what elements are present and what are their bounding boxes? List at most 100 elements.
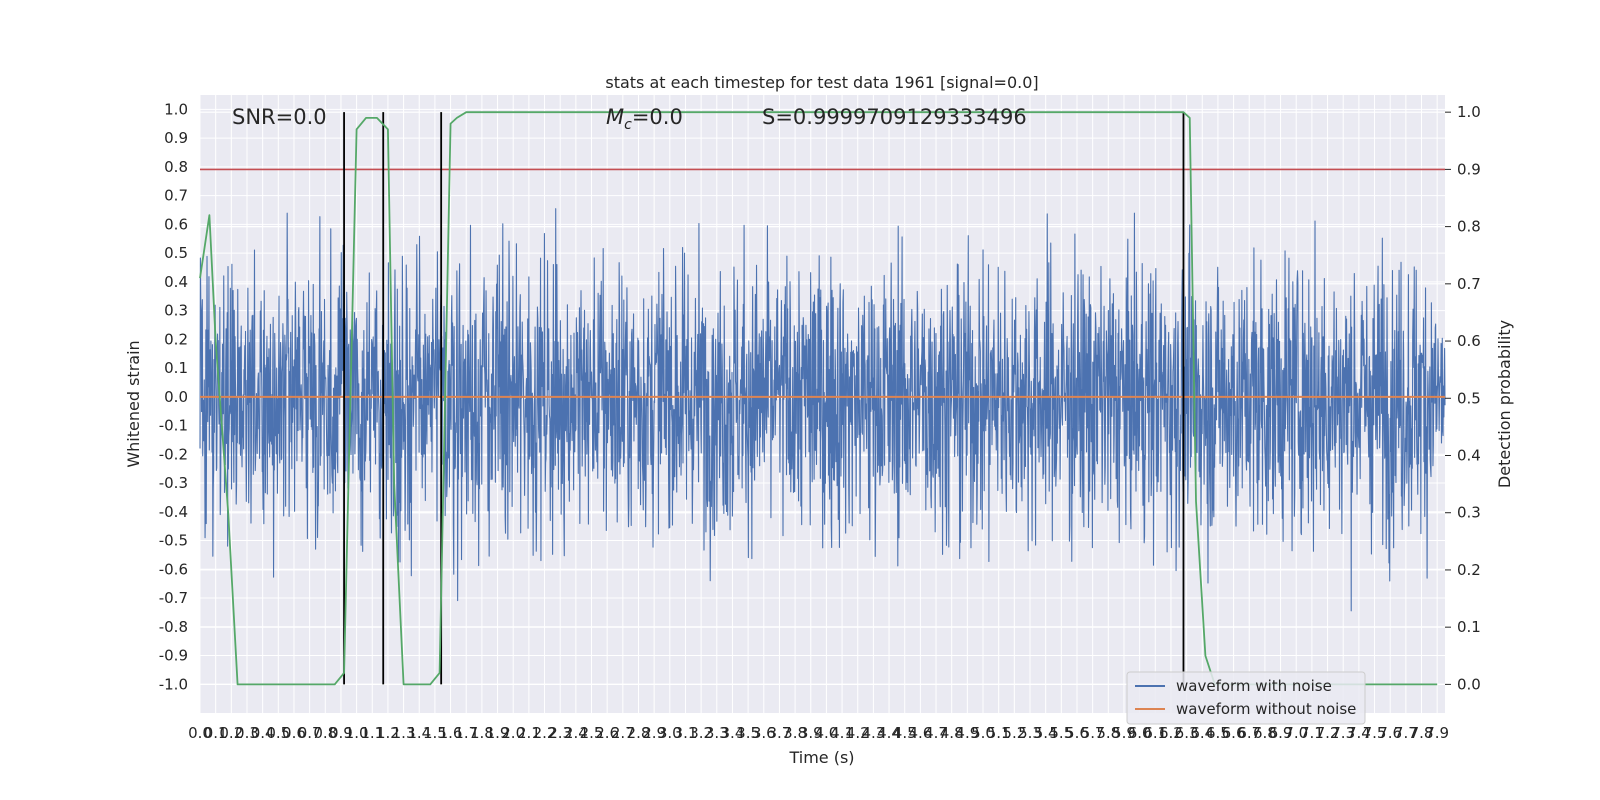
right-y-tick-label: 0.3: [1457, 504, 1481, 522]
x-tick-label: 7.0: [1284, 724, 1308, 742]
x-tick-label: 3.5: [736, 724, 760, 742]
right-y-tick-label: 1.0: [1457, 103, 1481, 121]
left-y-tick-label: -0.8: [159, 618, 188, 636]
x-tick-label: 5.3: [1018, 724, 1042, 742]
left-y-tick-label: 0.9: [164, 129, 188, 147]
x-tick-label: 2.4: [564, 724, 588, 742]
x-tick-label: 0.6: [282, 724, 306, 742]
x-tick-label: 1.1: [360, 724, 384, 742]
x-tick-label: 0.8: [313, 724, 337, 742]
x-tick-label: 0.5: [266, 724, 290, 742]
x-axis-ticks: 0.00.10.20.30.40.50.60.70.80.91.01.11.21…: [188, 724, 1449, 742]
x-tick-label: 3.7: [768, 724, 792, 742]
x-tick-label: 7.5: [1363, 724, 1387, 742]
left-axis-ticks: 1.0 0.9 0.8 0.7 0.6 0.5 0.4 0.3 0.2 0.1 0.0 -0.1 -0.…: [159, 100, 188, 693]
x-tick-label: 6.2: [1159, 724, 1183, 742]
x-tick-label: 7.1: [1300, 724, 1324, 742]
x-tick-label: 7.2: [1316, 724, 1340, 742]
x-tick-label: 2.9: [642, 724, 666, 742]
x-tick-label: 1.8: [470, 724, 494, 742]
x-axis-label: Time (s): [788, 748, 854, 767]
x-tick-label: 7.9: [1425, 724, 1449, 742]
x-tick-label: 5.4: [1034, 724, 1058, 742]
left-y-tick-label: -0.3: [159, 474, 188, 492]
x-tick-label: 7.3: [1331, 724, 1355, 742]
right-axis-ticks: 1.0 0.9 0.8 0.7 0.6 0.5 0.4 0.3 0.2 0.1 0.0: [1445, 103, 1481, 693]
x-tick-label: 1.3: [392, 724, 416, 742]
x-tick-label: 7.6: [1378, 724, 1402, 742]
legend-label-without-noise: waveform without noise: [1176, 700, 1356, 718]
x-tick-label: 4.7: [924, 724, 948, 742]
left-y-tick-label: 0.5: [164, 244, 188, 262]
x-tick-label: 4.1: [830, 724, 854, 742]
left-axis-label: Whitened strain: [124, 340, 143, 467]
x-tick-label: 3.2: [689, 724, 713, 742]
x-tick-label: 5.5: [1049, 724, 1073, 742]
x-tick-label: 6.1: [1143, 724, 1167, 742]
x-tick-label: 4.3: [861, 724, 885, 742]
left-y-tick-label: -0.2: [159, 445, 188, 463]
left-y-tick-label: 0.4: [164, 273, 188, 291]
x-tick-label: 0.3: [235, 724, 259, 742]
x-tick-label: 6.8: [1253, 724, 1277, 742]
noise-trace: [199, 208, 1446, 612]
x-tick-label: 0.0: [188, 724, 212, 742]
x-tick-label: 3.9: [799, 724, 823, 742]
x-tick-label: 5.2: [1002, 724, 1026, 742]
right-y-tick-label: 0.2: [1457, 561, 1481, 579]
x-tick-label: 7.4: [1347, 724, 1371, 742]
x-tick-label: 1.5: [423, 724, 447, 742]
x-tick-label: 0.9: [329, 724, 353, 742]
left-y-tick-label: 0.8: [164, 158, 188, 176]
s-annotation: S=0.9999709129333496: [762, 105, 1027, 129]
x-tick-label: 3.4: [721, 724, 745, 742]
x-tick-label: 3.3: [705, 724, 729, 742]
x-tick-label: 2.5: [580, 724, 604, 742]
x-tick-label: 6.7: [1237, 724, 1261, 742]
x-tick-label: 1.2: [376, 724, 400, 742]
x-tick-label: 3.6: [752, 724, 776, 742]
left-y-tick-label: 0.2: [164, 330, 188, 348]
left-y-tick-label: -0.6: [159, 560, 188, 578]
series-detection-probability: [199, 111, 1438, 686]
left-y-tick-label: 0.3: [164, 302, 188, 320]
x-tick-label: 1.9: [486, 724, 510, 742]
x-tick-label: 3.8: [783, 724, 807, 742]
right-y-tick-label: 0.7: [1457, 275, 1481, 293]
x-tick-label: 4.9: [955, 724, 979, 742]
x-tick-label: 4.0: [814, 724, 838, 742]
x-tick-label: 1.0: [345, 724, 369, 742]
legend-label-with-noise: waveform with noise: [1176, 677, 1332, 695]
x-tick-label: 3.1: [674, 724, 698, 742]
x-tick-label: 0.4: [251, 724, 275, 742]
x-tick-label: 3.0: [658, 724, 682, 742]
left-y-tick-label: -0.9: [159, 647, 188, 665]
left-y-tick-label: 0.6: [164, 215, 188, 233]
x-tick-label: 5.0: [971, 724, 995, 742]
left-y-tick-label: 0.0: [164, 388, 188, 406]
right-y-tick-label: 0.1: [1457, 618, 1481, 636]
x-tick-label: 7.8: [1410, 724, 1434, 742]
x-tick-label: 0.1: [204, 724, 228, 742]
x-tick-label: 6.3: [1175, 724, 1199, 742]
x-tick-label: 6.4: [1190, 724, 1214, 742]
x-tick-label: 5.9: [1112, 724, 1136, 742]
left-y-tick-label: -0.7: [159, 589, 188, 607]
left-y-tick-label: -0.1: [159, 417, 188, 435]
chart-title: stats at each timestep for test data 196…: [605, 73, 1038, 92]
x-tick-label: 2.8: [627, 724, 651, 742]
x-tick-label: 0.2: [219, 724, 243, 742]
snr-annotation: SNR=0.0: [232, 105, 327, 129]
left-y-tick-label: -1.0: [159, 675, 188, 693]
right-y-tick-label: 0.4: [1457, 447, 1481, 465]
right-y-tick-label: 0.0: [1457, 675, 1481, 693]
x-tick-label: 4.8: [940, 724, 964, 742]
x-tick-label: 0.7: [298, 724, 322, 742]
left-y-tick-label: 0.7: [164, 187, 188, 205]
right-y-tick-label: 0.5: [1457, 389, 1481, 407]
x-tick-label: 2.6: [595, 724, 619, 742]
x-tick-label: 1.7: [454, 724, 478, 742]
legend: waveform with noise waveform without noi…: [1126, 671, 1366, 725]
series-waveform-with-noise: [199, 208, 1446, 612]
